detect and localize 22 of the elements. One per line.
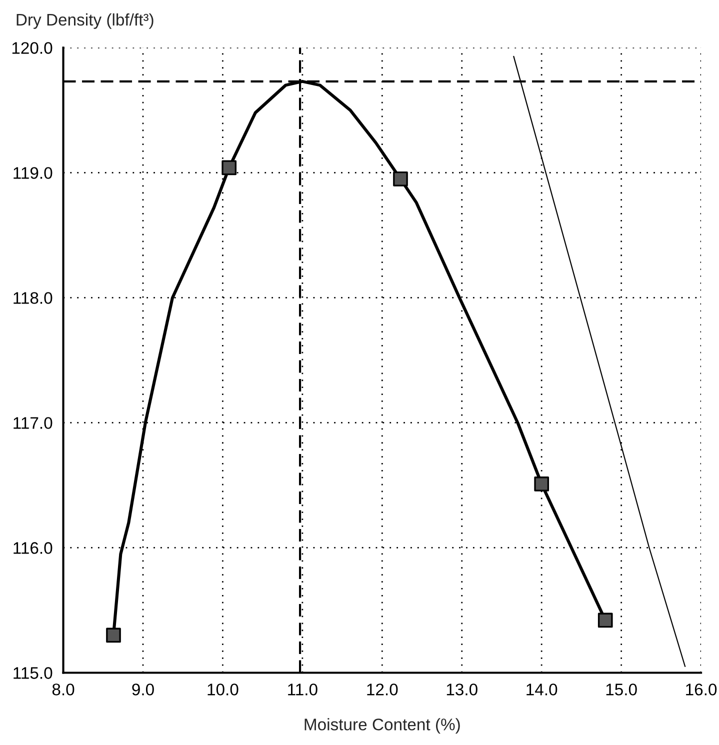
x-tick-label: 11.0 xyxy=(288,684,318,696)
x-tick-label: 12.0 xyxy=(367,684,398,696)
x-tick-label: 15.0 xyxy=(606,684,637,696)
x-tick-label: 14.0 xyxy=(526,684,558,696)
x-tick-label: 13.0 xyxy=(446,684,478,696)
point xyxy=(222,160,237,176)
point xyxy=(393,172,408,186)
point xyxy=(106,628,121,643)
x-tick-label: 16.0 xyxy=(686,684,717,696)
y-tick-label: 118.0 xyxy=(14,292,52,304)
x-tick-label: 8.0 xyxy=(52,684,74,696)
y-tick-label: 119.0 xyxy=(14,167,52,179)
point xyxy=(598,612,613,628)
y-tick-label: 115.0 xyxy=(14,667,52,679)
y-tick-label: 117.0 xyxy=(14,417,52,429)
x-tick-label: 9.0 xyxy=(132,684,154,696)
y-axis-title: Dry Density (lbf/ft³) xyxy=(16,13,154,29)
x-tick-label: 10.0 xyxy=(208,684,238,696)
y-tick-label: 116.0 xyxy=(14,542,52,554)
y-tick-label: 120.0 xyxy=(12,42,52,54)
point xyxy=(534,476,550,492)
x-axis-title: Moisture Content (%) xyxy=(304,718,460,734)
